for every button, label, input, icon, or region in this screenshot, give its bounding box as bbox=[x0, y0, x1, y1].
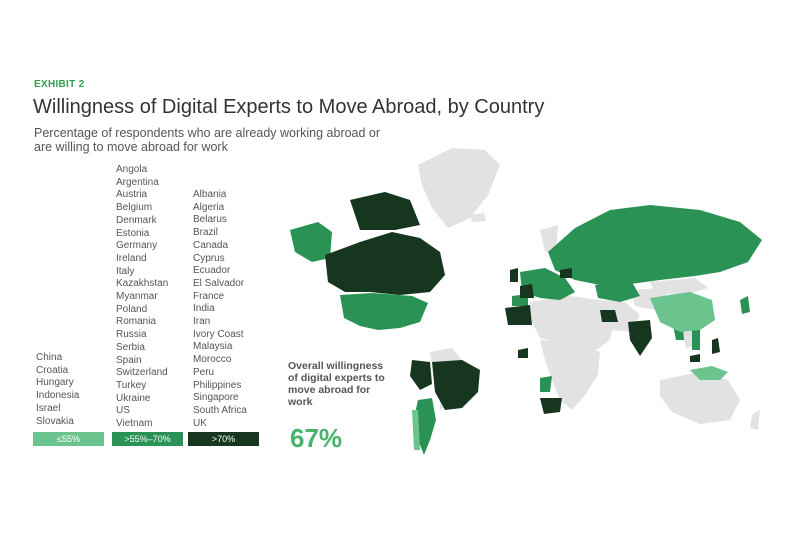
exhibit-label: EXHIBIT 2 bbox=[34, 79, 85, 90]
country-name: Indonesia bbox=[36, 390, 80, 402]
kazakhstan-shape bbox=[595, 282, 640, 302]
angola-shape bbox=[540, 376, 552, 392]
country-name: Singapore bbox=[193, 392, 239, 404]
country-name: Italy bbox=[116, 265, 135, 277]
country-name: Spain bbox=[116, 354, 142, 366]
country-name: Belgium bbox=[116, 202, 153, 214]
country-name: Vietnam bbox=[116, 418, 153, 430]
country-name: Kazakhstan bbox=[116, 278, 169, 290]
country-name: Russia bbox=[116, 329, 147, 341]
country-name: Cyprus bbox=[193, 252, 225, 264]
algeria-morocco-shape bbox=[505, 305, 532, 325]
country-name: Argentina bbox=[116, 176, 159, 188]
country-name: Myanmar bbox=[116, 291, 158, 303]
country-name: Israel bbox=[36, 402, 61, 414]
country-name: Peru bbox=[193, 366, 215, 378]
country-name: Switzerland bbox=[116, 367, 168, 379]
uk-shape bbox=[510, 268, 518, 282]
malaysia-shape bbox=[690, 354, 700, 362]
overall-label: Overall willingness of digital experts t… bbox=[288, 360, 385, 408]
arctic-islands-shape bbox=[350, 192, 420, 230]
vietnam-shape bbox=[692, 326, 700, 350]
country-name: Ukraine bbox=[116, 392, 151, 404]
country-name: Germany bbox=[116, 240, 158, 252]
russia-shape bbox=[548, 205, 762, 285]
chart-subtitle: Percentage of respondents who are alread… bbox=[34, 126, 381, 154]
country-name: Austria bbox=[116, 189, 148, 201]
philippines-shape bbox=[712, 338, 720, 354]
iran-shape bbox=[600, 310, 618, 322]
chart-title: Willingness of Digital Experts to Move A… bbox=[33, 96, 545, 118]
indonesia-shape bbox=[690, 366, 728, 380]
belarus-shape bbox=[560, 268, 572, 278]
country-list-high: Albania Algeria Belarus Brazil Canada Cy… bbox=[193, 189, 247, 430]
japan-shape bbox=[740, 296, 750, 314]
mongolia-shape bbox=[650, 278, 708, 296]
country-name: US bbox=[116, 405, 130, 417]
central-africa-shape bbox=[540, 340, 600, 410]
country-name: Algeria bbox=[193, 201, 225, 213]
country-name: Belarus bbox=[193, 214, 227, 226]
country-name: Iran bbox=[193, 316, 211, 328]
scandinavia-east-shape bbox=[540, 225, 558, 252]
us-shape bbox=[340, 293, 428, 330]
country-name: Serbia bbox=[116, 341, 145, 353]
south-africa-shape bbox=[540, 398, 562, 414]
country-name: Slovakia bbox=[36, 415, 74, 427]
country-name: UK bbox=[193, 417, 207, 429]
legend-low-swatch: ≤55% bbox=[33, 432, 104, 446]
canada-shape bbox=[325, 232, 445, 295]
peru-ecuador-shape bbox=[410, 360, 432, 390]
country-name: Ireland bbox=[116, 252, 147, 264]
country-name: Romania bbox=[116, 316, 157, 328]
north-africa-shape bbox=[530, 296, 615, 350]
country-name: Croatia bbox=[36, 364, 69, 376]
chile-shape bbox=[412, 410, 420, 450]
country-name: Albania bbox=[193, 189, 227, 200]
country-name: India bbox=[193, 303, 215, 315]
china-shape bbox=[650, 292, 715, 332]
brazil-shape bbox=[432, 360, 480, 410]
legend-high-swatch: >70% bbox=[188, 432, 259, 446]
france-shape bbox=[520, 284, 534, 298]
india-shape bbox=[628, 320, 652, 356]
greenland-shape bbox=[418, 148, 500, 228]
europe-shape bbox=[520, 268, 575, 300]
country-name: Ivory Coast bbox=[193, 328, 244, 340]
country-name: Denmark bbox=[116, 214, 157, 226]
country-name: Philippines bbox=[193, 379, 242, 391]
country-name: Ecuador bbox=[193, 265, 231, 277]
country-name: Morocco bbox=[193, 354, 232, 366]
iceland-shape bbox=[470, 213, 486, 222]
country-name: Poland bbox=[116, 303, 148, 315]
country-name: South Africa bbox=[193, 404, 247, 416]
alaska-shape bbox=[290, 222, 332, 262]
country-name: Hungary bbox=[36, 377, 74, 389]
new-zealand-shape bbox=[750, 410, 760, 430]
country-name: El Salvador bbox=[193, 277, 245, 289]
ivory-coast-shape bbox=[518, 348, 528, 358]
world-map bbox=[290, 148, 762, 455]
country-name: Brazil bbox=[193, 227, 219, 239]
country-name: Turkey bbox=[116, 379, 147, 391]
country-name: China bbox=[36, 352, 63, 363]
country-name: France bbox=[193, 290, 225, 302]
country-name: Estonia bbox=[116, 227, 150, 239]
country-name: Canada bbox=[193, 239, 229, 251]
country-list-mid: Angola Argentina Austria Belgium Denmark… bbox=[116, 164, 168, 431]
overall-value: 67% bbox=[290, 423, 343, 453]
country-list-low: China Croatia Hungary Indonesia Israel S… bbox=[36, 352, 79, 428]
country-name: Angola bbox=[116, 164, 148, 175]
australia-shape bbox=[660, 372, 740, 424]
legend-mid-swatch: >55%–70% bbox=[112, 432, 183, 446]
country-name: Malaysia bbox=[193, 341, 233, 353]
